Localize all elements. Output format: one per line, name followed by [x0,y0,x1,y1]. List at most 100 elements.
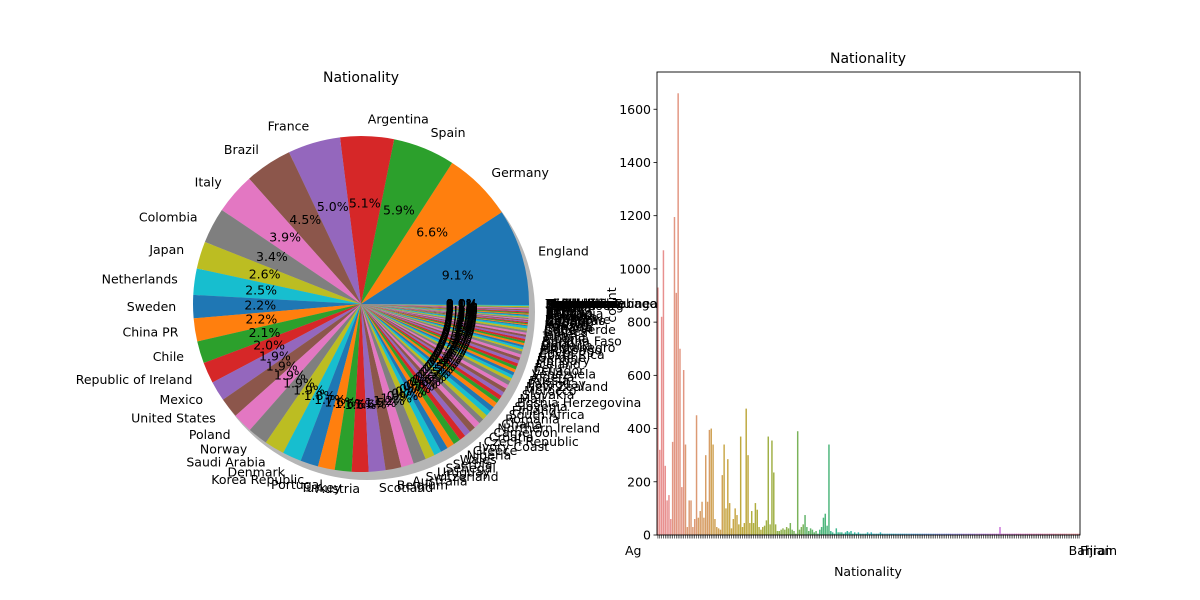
pie-slice-label: Turkey [300,480,342,495]
bar [868,533,871,535]
bar [774,524,777,535]
bar [745,408,747,535]
bar [749,523,751,535]
bar [1052,533,1055,535]
pie-slice-label: Wales [460,452,497,467]
pie-slice-label: Moldova [546,296,599,311]
pie-percent-label: 0.0% [446,296,478,311]
bar [754,503,757,535]
pie-slice-label: Denmark [227,464,285,479]
pie-percent-label: 0.6% [412,371,444,386]
pie-slice [361,304,529,307]
bar [1063,533,1066,535]
pie-slice-label: Algeria [531,370,575,385]
pie-slice-label: Peru [534,360,562,375]
pie-slice [361,304,529,322]
pie-slice-label: Bosnia Herzegovina [517,395,641,410]
pie-percent-label: 0.0% [446,296,478,311]
pie-title: Nationality [323,70,399,86]
bar [861,533,863,535]
pie-slice-label: Costa Rica [539,347,605,362]
bar [901,533,904,535]
pie-slice-label: New Zealand [526,379,608,394]
pie-slice-label: Slovakia [522,387,574,402]
bar [819,529,821,535]
bar [662,250,665,535]
pie-slice [361,304,529,323]
pie-slice-label: France [268,119,310,134]
pie-slice [361,304,522,358]
bar [942,533,944,535]
pie-slice-label: Bolivia [546,307,588,322]
pie-percent-label: 0.0% [446,296,478,311]
pie-percent-label: 0.2% [444,315,476,330]
bar [747,455,749,535]
bar [879,532,882,535]
pie-percent-label: 0.3% [436,340,468,355]
bar [844,532,847,535]
bar [727,459,729,535]
bar [798,529,801,535]
pie-slice [361,304,530,306]
pie-slice [361,304,525,346]
pie-percent-label: 9.1% [442,267,474,282]
pie-slice-label: Slovenia [515,399,568,414]
pie-slice [361,304,529,324]
pie-slice [361,304,494,412]
bar [995,533,998,535]
pie-percent-label: 1.9% [283,376,315,391]
pie-slice [222,304,361,416]
bar [1050,533,1053,535]
pie-percent-label: 0.1% [446,303,478,318]
pie-percent-label: 1.2% [380,390,412,405]
pie-slice [361,304,514,379]
pie-slice [361,304,523,355]
bar [973,533,975,535]
pie-slice-label: China PR [122,325,178,340]
pie-percent-label: 0.0% [446,296,478,311]
bar [1010,533,1012,535]
pie-slice-label: Angola [545,315,588,330]
pie-slice [361,304,527,337]
bar [671,441,674,535]
bar [1056,533,1058,535]
bar [997,533,999,535]
pie-slice-label: Iraq [546,296,570,311]
bar [714,519,716,535]
pie-slice-label: Guatemala [546,296,615,311]
bar [659,449,661,535]
y-tick-label: 1200 [619,208,651,223]
bar [721,475,724,535]
bar [784,529,786,535]
bar [1045,533,1047,535]
y-axis-ticks: 0 200 400 600 800 1000 1200 1400 1600 [619,102,657,543]
bar [1032,533,1034,535]
pie-slice [193,294,361,319]
pie-slice-label: Korea Republic [211,472,304,487]
pie-percent-label: 0.0% [446,296,478,311]
pie-percent-label: 0.0% [446,296,478,311]
bar [920,533,922,535]
bar [657,287,659,535]
bar [820,527,823,535]
bar [853,532,856,535]
pie-slice-label: Uruguay [437,464,491,479]
pie-slice [361,304,528,329]
bar [962,533,964,535]
pie-percent-label: 0.1% [445,306,477,321]
pie-percent-label: 3.4% [256,249,288,264]
pie-slice-label: Luxembourg [546,298,624,313]
pie-slice-label: Latvia [546,299,584,314]
bar [866,532,869,535]
bar [693,519,696,535]
bar [1008,533,1010,535]
bar [918,533,920,535]
pie-slice [361,304,386,472]
pie-slice [288,137,361,304]
bar [833,533,836,535]
pie-slice [361,304,529,314]
bar [1037,533,1040,535]
bar [795,533,797,535]
pie-percent-label: 0.0% [446,296,478,311]
y-tick-label: 200 [627,474,651,489]
